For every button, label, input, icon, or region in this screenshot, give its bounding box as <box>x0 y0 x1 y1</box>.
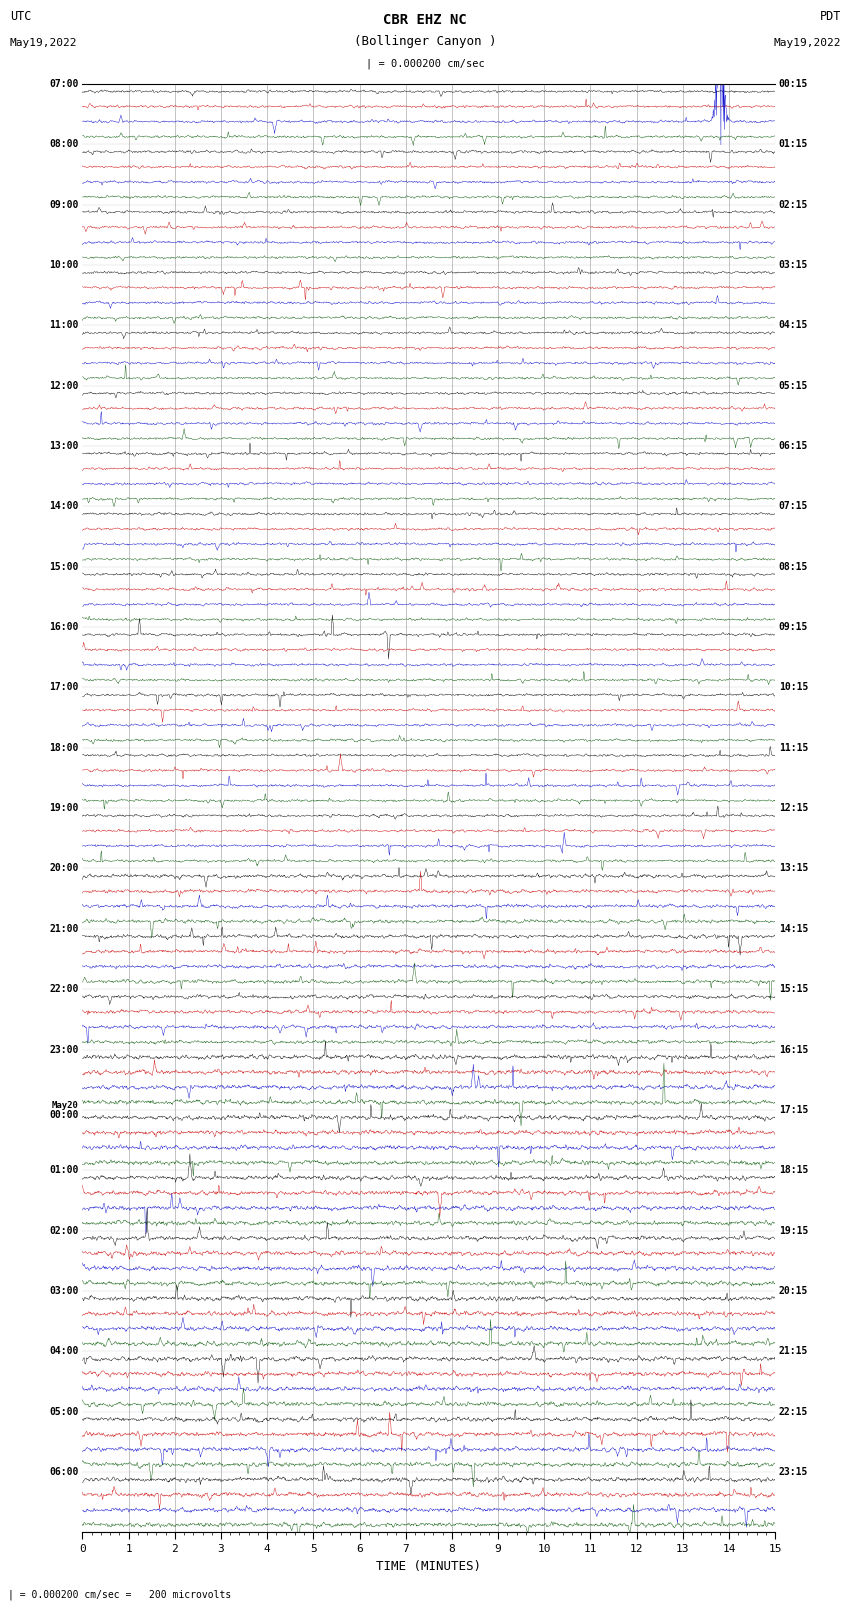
Text: 05:00: 05:00 <box>49 1407 79 1416</box>
Text: May20: May20 <box>52 1102 79 1110</box>
Text: 13:00: 13:00 <box>49 440 79 452</box>
Text: 04:15: 04:15 <box>779 321 808 331</box>
Text: 22:15: 22:15 <box>779 1407 808 1416</box>
Text: 20:15: 20:15 <box>779 1286 808 1295</box>
Text: 12:15: 12:15 <box>779 803 808 813</box>
Text: 09:00: 09:00 <box>49 200 79 210</box>
Text: 23:15: 23:15 <box>779 1466 808 1478</box>
X-axis label: TIME (MINUTES): TIME (MINUTES) <box>377 1560 481 1573</box>
Text: 11:15: 11:15 <box>779 742 808 753</box>
Text: 06:00: 06:00 <box>49 1466 79 1478</box>
Text: 15:15: 15:15 <box>779 984 808 994</box>
Text: 19:15: 19:15 <box>779 1226 808 1236</box>
Text: 01:00: 01:00 <box>49 1165 79 1176</box>
Text: (Bollinger Canyon ): (Bollinger Canyon ) <box>354 35 496 48</box>
Text: 14:00: 14:00 <box>49 502 79 511</box>
Text: 04:00: 04:00 <box>49 1347 79 1357</box>
Text: 15:00: 15:00 <box>49 561 79 571</box>
Text: May19,2022: May19,2022 <box>774 37 841 48</box>
Text: May19,2022: May19,2022 <box>10 37 77 48</box>
Text: 08:00: 08:00 <box>49 139 79 150</box>
Text: 07:00: 07:00 <box>49 79 79 89</box>
Text: 18:15: 18:15 <box>779 1165 808 1176</box>
Text: 05:15: 05:15 <box>779 381 808 390</box>
Text: 03:00: 03:00 <box>49 1286 79 1295</box>
Text: 07:15: 07:15 <box>779 502 808 511</box>
Text: 16:00: 16:00 <box>49 623 79 632</box>
Text: 17:15: 17:15 <box>779 1105 808 1115</box>
Text: 09:15: 09:15 <box>779 623 808 632</box>
Text: 19:00: 19:00 <box>49 803 79 813</box>
Text: UTC: UTC <box>10 10 31 23</box>
Text: 02:15: 02:15 <box>779 200 808 210</box>
Text: 08:15: 08:15 <box>779 561 808 571</box>
Text: 10:00: 10:00 <box>49 260 79 269</box>
Text: | = 0.000200 cm/sec: | = 0.000200 cm/sec <box>366 58 484 69</box>
Text: 21:15: 21:15 <box>779 1347 808 1357</box>
Text: 11:00: 11:00 <box>49 321 79 331</box>
Text: 02:00: 02:00 <box>49 1226 79 1236</box>
Text: 00:00: 00:00 <box>49 1110 79 1119</box>
Text: 00:15: 00:15 <box>779 79 808 89</box>
Text: 01:15: 01:15 <box>779 139 808 150</box>
Text: | = 0.000200 cm/sec =   200 microvolts: | = 0.000200 cm/sec = 200 microvolts <box>8 1589 232 1600</box>
Text: 21:00: 21:00 <box>49 924 79 934</box>
Text: 10:15: 10:15 <box>779 682 808 692</box>
Text: 20:00: 20:00 <box>49 863 79 874</box>
Text: 23:00: 23:00 <box>49 1045 79 1055</box>
Text: 16:15: 16:15 <box>779 1045 808 1055</box>
Text: 12:00: 12:00 <box>49 381 79 390</box>
Text: 17:00: 17:00 <box>49 682 79 692</box>
Text: PDT: PDT <box>819 10 841 23</box>
Text: 18:00: 18:00 <box>49 742 79 753</box>
Text: 13:15: 13:15 <box>779 863 808 874</box>
Text: 06:15: 06:15 <box>779 440 808 452</box>
Text: CBR EHZ NC: CBR EHZ NC <box>383 13 467 26</box>
Text: 03:15: 03:15 <box>779 260 808 269</box>
Text: 22:00: 22:00 <box>49 984 79 994</box>
Text: 14:15: 14:15 <box>779 924 808 934</box>
